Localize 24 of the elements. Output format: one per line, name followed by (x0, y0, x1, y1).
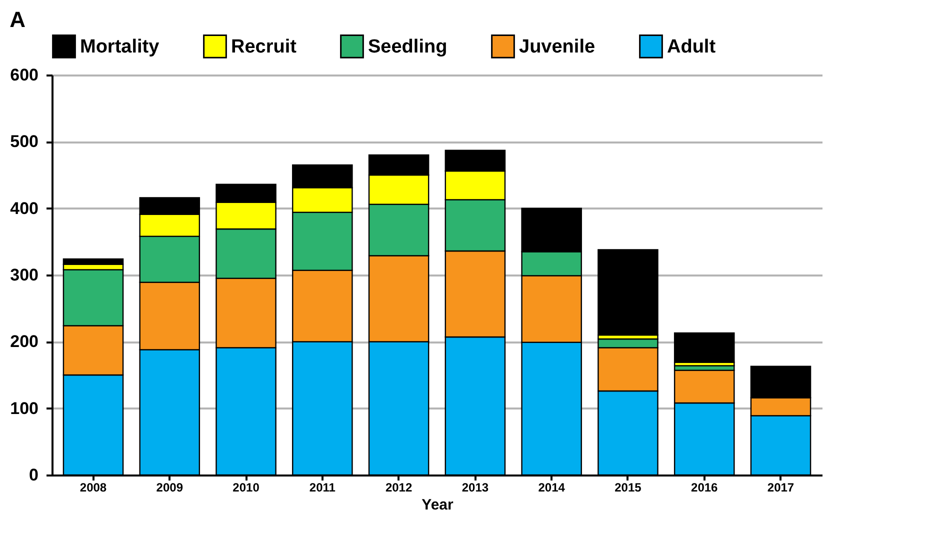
legend-label: Recruit (231, 36, 298, 58)
x-axis-title: Year (422, 496, 454, 514)
legend-label: Seedling (368, 36, 448, 58)
x-tick-label: 2017 (767, 480, 794, 494)
y-tick-label: 600 (10, 66, 38, 84)
legend-label: Adult (667, 36, 716, 58)
legend-label: Mortality (80, 36, 160, 58)
x-tick-label: 2013 (462, 480, 489, 494)
x-tick-label: 2015 (614, 480, 642, 494)
x-tick-label: 2010 (232, 480, 260, 494)
y-tick-label: 100 (10, 398, 38, 418)
x-tick-label: 2008 (80, 480, 107, 494)
y-tick-label: 400 (10, 198, 38, 218)
x-tick-label: 2011 (309, 480, 336, 494)
x-tick-label: 2016 (691, 480, 718, 494)
x-tick-label: 2009 (156, 480, 184, 494)
y-tick-label: 500 (10, 132, 38, 152)
chart-title: A (10, 7, 26, 32)
x-tick-label: 2012 (385, 480, 412, 494)
y-tick-label: 200 (10, 332, 38, 352)
x-tick-label: 2014 (538, 480, 566, 494)
y-tick-label: 0 (29, 466, 38, 484)
y-tick-label: 300 (10, 266, 38, 284)
legend-label: Juvenile (519, 36, 596, 58)
